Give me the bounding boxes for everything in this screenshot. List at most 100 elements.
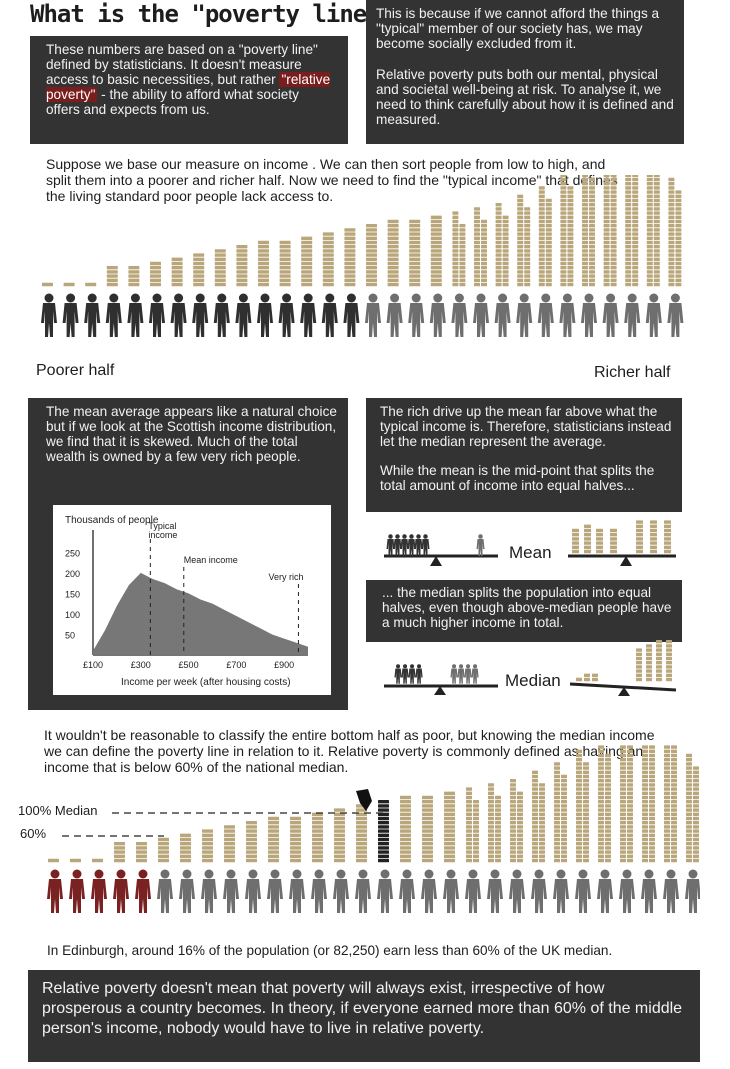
intro-left-box: These numbers are based on a "poverty li… xyxy=(30,36,348,144)
person-icon xyxy=(553,869,569,913)
coin-stack-icon xyxy=(545,198,552,287)
coin-stack-icon xyxy=(610,175,617,287)
coin-stack-icon xyxy=(693,766,699,863)
person-icon xyxy=(201,869,217,913)
coin-stack-icon xyxy=(554,762,560,863)
coin-stack-icon xyxy=(539,783,545,863)
chart-marks: 250 200 150 100 50 £100 £300 £500 £700 £900 Typica… xyxy=(65,521,308,670)
person-icon xyxy=(581,293,597,337)
person-icon xyxy=(91,869,107,913)
coin-stack-icon xyxy=(517,791,523,863)
chart-y-tick: 100 xyxy=(65,610,80,620)
person-icon xyxy=(641,869,657,913)
coin-stack-icon xyxy=(246,821,257,863)
coin-stack-icon xyxy=(430,215,442,287)
coin-stack-icon xyxy=(366,224,377,287)
coin-stack-icon xyxy=(481,219,487,287)
coin-stack-icon xyxy=(636,648,642,682)
coin-stack-icon xyxy=(322,232,334,287)
person-icon xyxy=(421,534,430,556)
scale-beam xyxy=(569,682,677,692)
person-icon xyxy=(300,293,317,337)
median-scale-illustration xyxy=(384,640,677,696)
chart-annotation: Mean income xyxy=(184,555,238,565)
person-icon xyxy=(386,534,395,556)
person-icon xyxy=(321,293,338,337)
person-icon xyxy=(113,869,129,913)
person-icon xyxy=(127,293,144,337)
person-icon xyxy=(69,869,85,913)
coin-stack-icon xyxy=(598,745,604,863)
coin-stack-icon xyxy=(387,219,399,287)
coin-stack-icon xyxy=(646,175,653,287)
person-icon xyxy=(223,869,239,913)
chart-xlabel: Income per week (after housing costs) xyxy=(121,677,291,688)
person-icon xyxy=(365,293,381,337)
coin-stack-icon xyxy=(582,175,588,287)
coin-stack-icon xyxy=(510,779,516,863)
coin-stack-icon xyxy=(63,282,75,287)
coin-stack-icon xyxy=(452,211,459,287)
coin-stack-icon xyxy=(444,791,455,863)
coin-stack-icon xyxy=(258,240,269,287)
person-icon xyxy=(407,534,416,556)
person-icon xyxy=(667,293,684,337)
coin-stack-icon xyxy=(666,640,672,682)
intro-right-box: This is because if we cannot afford the … xyxy=(366,0,684,144)
coin-stack-icon xyxy=(671,745,677,863)
coin-stack-icon xyxy=(214,249,226,287)
person-icon xyxy=(394,664,402,684)
coin-stack-icon xyxy=(150,261,161,287)
person-icon xyxy=(663,869,679,913)
coin-stack-icon xyxy=(224,825,235,863)
coin-stack-icon xyxy=(85,282,97,287)
coin-stack-icon xyxy=(649,745,655,863)
coin-stack-icon xyxy=(675,190,682,287)
edinburgh-stat-text: In Edinburgh, around 16% of the populati… xyxy=(47,943,613,958)
coin-stack-icon xyxy=(114,842,125,863)
coin-stack-icon xyxy=(474,207,480,287)
person-icon xyxy=(487,869,503,913)
person-icon xyxy=(62,293,79,337)
median-box-text: ... the median splits the population int… xyxy=(382,585,672,630)
person-icon xyxy=(135,869,151,913)
coin-stack-icon xyxy=(158,837,169,863)
coin-stack-icon xyxy=(632,175,639,287)
coin-stack-icon xyxy=(488,783,494,863)
coin-stack-icon xyxy=(70,858,81,863)
person-icon xyxy=(377,869,393,913)
coin-stack-icon xyxy=(279,240,291,287)
conclusion-box: Relative poverty doesn't mean that pover… xyxy=(28,970,700,1062)
coin-stack-icon xyxy=(312,812,323,863)
coin-stack-icon xyxy=(409,219,421,287)
coin-stack-icon xyxy=(625,175,632,287)
chart-y-tick: 50 xyxy=(65,630,75,640)
coin-stack-icon xyxy=(517,194,524,287)
scale-pivot-icon xyxy=(620,556,632,566)
coin-stack-icon xyxy=(561,774,567,863)
person-icon xyxy=(267,869,283,913)
person-icon xyxy=(685,869,700,913)
coin-stack-icon xyxy=(642,745,648,863)
coin-stack-icon xyxy=(400,795,411,863)
coin-stack-icon xyxy=(532,770,538,863)
person-icon xyxy=(619,869,635,913)
coin-stack-icon xyxy=(136,842,147,863)
person-icon xyxy=(450,664,458,684)
coin-stack-icon xyxy=(106,266,118,287)
person-icon xyxy=(575,869,591,913)
person-icon xyxy=(400,534,409,556)
person-icon xyxy=(415,664,423,684)
chart-x-tick: £700 xyxy=(226,660,246,670)
person-icon xyxy=(464,664,472,684)
coin-stack-icon xyxy=(636,520,643,554)
coin-stack-icon xyxy=(344,228,356,287)
coin-stack-icon xyxy=(596,528,603,554)
coin-stack-icon xyxy=(603,175,610,287)
median-label: Median xyxy=(505,671,561,690)
person-icon xyxy=(494,293,511,337)
income-chart-panel: Thousands of people Income per week (aft… xyxy=(53,505,331,695)
intro-right-p2: Relative poverty puts both our mental, p… xyxy=(376,67,674,127)
coin-stack-icon xyxy=(473,800,479,863)
person-icon xyxy=(257,293,273,337)
